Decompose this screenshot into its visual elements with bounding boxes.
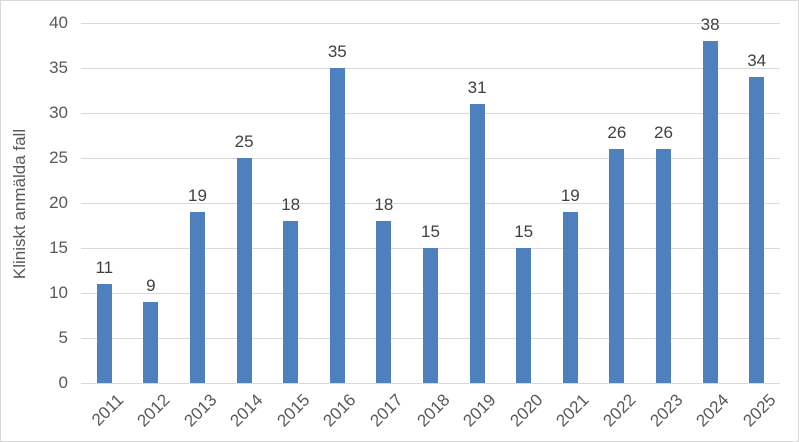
gridline [81,202,780,204]
gridline [81,112,780,114]
y-tick-label: 5 [58,328,68,347]
bar [749,77,765,383]
bar-value-label: 11 [95,258,114,277]
bar [376,221,392,383]
bar-value-label: 15 [421,222,440,241]
x-tick-label: 2011 [87,390,128,430]
bar [329,68,345,383]
bar-value-label: 34 [747,51,767,70]
x-tick-label: 2021 [552,390,594,431]
bar-value-label: 25 [234,132,254,151]
bar [609,149,625,383]
bar [190,212,205,383]
bar-value-label: 18 [374,195,394,214]
y-tick-label: 15 [49,238,68,257]
bar [283,221,299,383]
y-tick-label: 0 [58,373,68,392]
y-tick-label: 10 [49,283,68,302]
bar [702,41,718,383]
x-tick-label: 2020 [506,390,547,431]
x-tick-label: 2019 [459,390,500,431]
x-tick-label: 2024 [692,390,733,431]
bar-value-label: 26 [607,123,627,142]
y-tick-label: 35 [49,58,68,77]
x-tick-label: 2014 [226,390,267,431]
y-tick-label: 20 [49,193,68,212]
x-tick-label: 2017 [366,390,407,431]
bar-value-label: 31 [467,78,487,97]
bar [143,302,159,383]
x-tick-label: 2012 [133,390,174,431]
bar-value-label: 35 [327,42,347,61]
bar-value-label: 9 [146,276,156,295]
bar-value-label: 38 [700,15,720,34]
bar-value-label: 26 [654,123,673,142]
bar [516,248,532,383]
x-tick-label: 2023 [646,390,687,431]
y-tick-label: 40 [49,13,68,32]
y-tick-label: 25 [49,148,68,167]
gridline [81,382,780,384]
bar-value-label: 15 [514,222,534,241]
bar [96,284,112,383]
gridline [81,157,780,159]
y-tick-label: 30 [49,103,68,122]
bar [562,212,578,383]
bar [423,248,438,383]
bar-value-label: 19 [560,186,580,205]
bar-value-label: 19 [188,186,207,205]
x-tick-label: 2022 [599,390,640,431]
x-tick-label: 2013 [180,390,221,431]
bar [469,104,485,383]
x-tick-label: 2018 [413,390,454,431]
x-tick-label: 2016 [319,390,361,431]
gridline [81,67,780,69]
gridline [81,22,780,24]
bar [656,149,671,383]
bar [236,158,252,383]
bar-value-label: 18 [281,195,301,214]
x-tick-label: 2025 [739,390,780,431]
x-tick-label: 2015 [273,390,314,431]
